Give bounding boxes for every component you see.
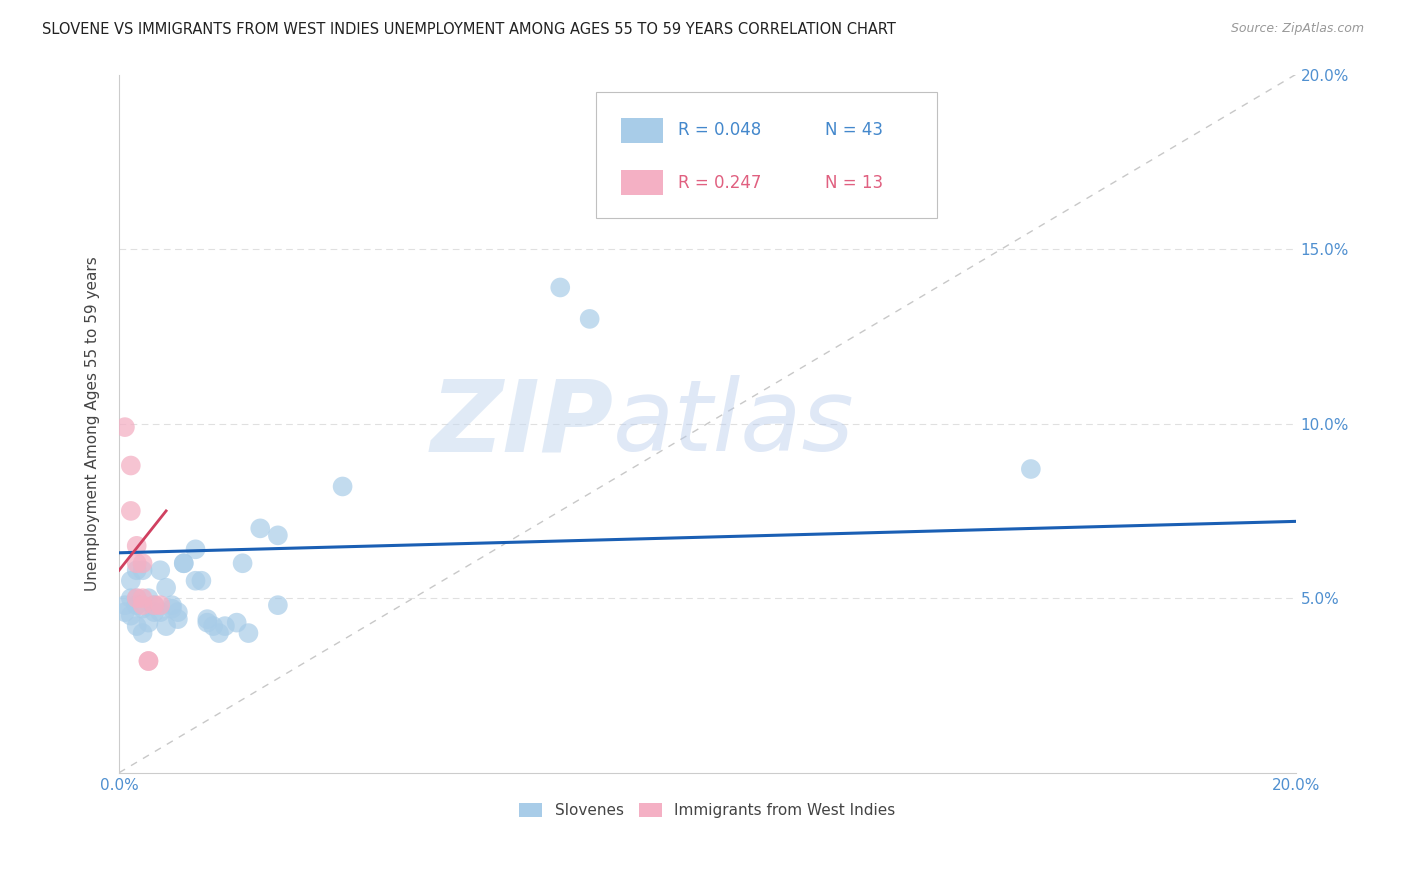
Point: [131, 556, 153, 570]
Point: [167, 612, 190, 626]
Point: [143, 605, 166, 619]
Point: [249, 521, 271, 535]
Text: SLOVENE VS IMMIGRANTS FROM WEST INDIES UNEMPLOYMENT AMONG AGES 55 TO 59 YEARS CO: SLOVENE VS IMMIGRANTS FROM WEST INDIES U…: [42, 22, 896, 37]
Point: [578, 312, 600, 326]
Point: [138, 654, 160, 668]
Point: [173, 556, 195, 570]
Point: [343, 57, 366, 71]
Point: [208, 626, 231, 640]
Point: [184, 542, 207, 557]
Point: [143, 598, 166, 612]
Point: [149, 563, 172, 577]
Point: [125, 556, 148, 570]
FancyBboxPatch shape: [621, 118, 662, 143]
Point: [131, 598, 153, 612]
Point: [267, 528, 290, 542]
Text: R = 0.048: R = 0.048: [678, 121, 761, 139]
Text: ZIP: ZIP: [430, 376, 613, 472]
Point: [155, 619, 177, 633]
Legend: Slovenes, Immigrants from West Indies: Slovenes, Immigrants from West Indies: [513, 797, 901, 824]
Point: [138, 654, 160, 668]
Point: [131, 601, 153, 615]
Point: [238, 626, 260, 640]
Point: [232, 556, 254, 570]
Text: atlas: atlas: [613, 376, 855, 472]
FancyBboxPatch shape: [621, 170, 662, 195]
Point: [160, 601, 183, 615]
Point: [125, 598, 148, 612]
Point: [125, 591, 148, 606]
Point: [202, 619, 225, 633]
Point: [149, 598, 172, 612]
Text: N = 43: N = 43: [825, 121, 883, 139]
Point: [125, 619, 148, 633]
Point: [149, 605, 172, 619]
Point: [138, 591, 160, 606]
Point: [160, 598, 183, 612]
Point: [214, 619, 236, 633]
Point: [114, 420, 136, 434]
Point: [267, 598, 290, 612]
Text: R = 0.247: R = 0.247: [678, 174, 761, 192]
Point: [125, 563, 148, 577]
Point: [131, 626, 153, 640]
Point: [167, 605, 190, 619]
Point: [120, 458, 142, 473]
Point: [143, 598, 166, 612]
Point: [195, 612, 218, 626]
Point: [120, 608, 142, 623]
Point: [184, 574, 207, 588]
Point: [125, 591, 148, 606]
Point: [225, 615, 247, 630]
Point: [138, 615, 160, 630]
Point: [195, 615, 218, 630]
Point: [120, 504, 142, 518]
Point: [131, 563, 153, 577]
Point: [125, 539, 148, 553]
FancyBboxPatch shape: [596, 92, 936, 218]
Y-axis label: Unemployment Among Ages 55 to 59 years: Unemployment Among Ages 55 to 59 years: [86, 256, 100, 591]
Text: Source: ZipAtlas.com: Source: ZipAtlas.com: [1230, 22, 1364, 36]
Point: [173, 556, 195, 570]
Point: [190, 574, 212, 588]
Point: [131, 591, 153, 606]
Point: [120, 574, 142, 588]
Point: [548, 280, 571, 294]
Point: [114, 605, 136, 619]
Text: N = 13: N = 13: [825, 174, 883, 192]
Point: [332, 479, 354, 493]
Point: [120, 591, 142, 606]
Point: [155, 581, 177, 595]
Point: [1019, 462, 1042, 476]
Point: [114, 598, 136, 612]
